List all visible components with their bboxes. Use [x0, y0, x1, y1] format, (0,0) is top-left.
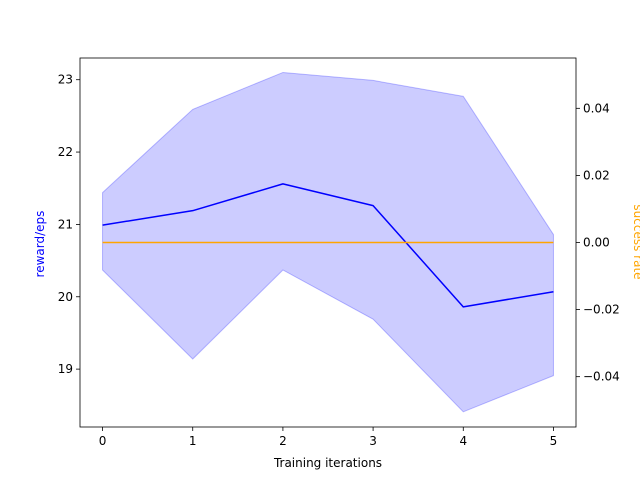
y-tick-label-right: −0.04 — [583, 370, 620, 384]
x-tick-label: 1 — [189, 434, 197, 448]
y-tick-label-left: 22 — [58, 145, 73, 159]
y-tick-label-left: 20 — [58, 290, 73, 304]
x-tick-label: 3 — [369, 434, 377, 448]
x-tick-label: 0 — [99, 434, 107, 448]
x-tick-label: 2 — [279, 434, 287, 448]
y-tick-label-left: 19 — [58, 362, 73, 376]
x-tick-label: 5 — [550, 434, 558, 448]
plot-area — [102, 71, 554, 413]
x-axis-title: Training iterations — [273, 456, 382, 470]
y-tick-label-right: 0.00 — [583, 236, 610, 250]
series-0-line — [102, 183, 554, 308]
y-tick-label-right: −0.02 — [583, 303, 620, 317]
y-axis-title-right: success rate — [631, 204, 640, 279]
y-tick-label-right: 0.04 — [583, 101, 610, 115]
x-tick-label: 4 — [459, 434, 467, 448]
y-tick-label-left: 23 — [58, 73, 73, 87]
y-axis-title-left: reward/eps — [33, 211, 47, 278]
y-tick-label-left: 21 — [58, 217, 73, 231]
y-tick-label-right: 0.02 — [583, 168, 610, 182]
